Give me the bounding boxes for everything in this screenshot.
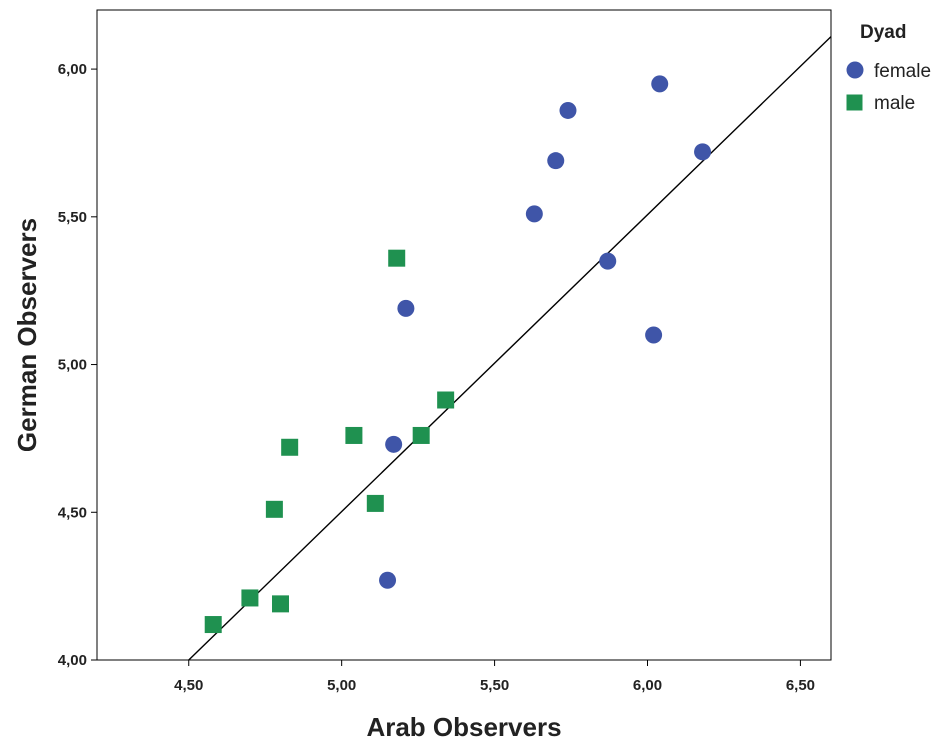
point-male: [345, 426, 363, 444]
point-male: [412, 426, 430, 444]
point-female: [525, 205, 543, 223]
legend-male-marker: [846, 94, 863, 111]
point-male: [437, 391, 455, 409]
point-female: [547, 152, 565, 170]
y-tick-label: 6,00: [58, 61, 87, 78]
y-tick-label: 5,00: [58, 357, 87, 374]
x-tick-label: 5,00: [327, 677, 356, 694]
legend: Dyad female male: [846, 22, 931, 114]
legend-female-marker: [846, 61, 864, 79]
x-tick-label: 6,00: [633, 677, 662, 694]
point-female: [651, 75, 669, 93]
point-male: [272, 595, 289, 613]
legend-male-label: male: [874, 93, 915, 114]
point-male: [366, 494, 384, 512]
point-female: [694, 143, 712, 161]
point-male: [204, 616, 222, 634]
y-axis-title: German Observers: [12, 218, 42, 452]
point-male: [281, 438, 299, 456]
y-axis-ticks: 4,00 4,50 5,00 5,50 6,00: [58, 61, 97, 669]
legend-title: Dyad: [860, 22, 906, 43]
fit-line: [188, 36, 832, 661]
point-female: [385, 435, 403, 453]
x-axis-title: Arab Observers: [366, 712, 561, 742]
legend-female-label: female: [874, 61, 931, 82]
x-axis-ticks: 4,50 5,00 5,50 6,00 6,50: [174, 660, 815, 694]
point-male: [265, 500, 283, 518]
point-male: [388, 249, 406, 267]
point-female: [397, 299, 415, 317]
x-tick-label: 5,50: [480, 677, 509, 694]
point-female: [379, 571, 397, 589]
point-female: [599, 252, 617, 270]
x-tick-label: 4,50: [174, 677, 203, 694]
data-points: [204, 75, 712, 634]
plot-area: [96, 9, 832, 661]
y-tick-label: 4,00: [58, 652, 87, 669]
x-tick-label: 6,50: [786, 677, 815, 694]
y-tick-label: 4,50: [58, 504, 87, 521]
point-female: [645, 326, 663, 344]
point-male: [241, 589, 259, 607]
point-female: [559, 101, 577, 119]
y-tick-label: 5,50: [58, 209, 87, 226]
